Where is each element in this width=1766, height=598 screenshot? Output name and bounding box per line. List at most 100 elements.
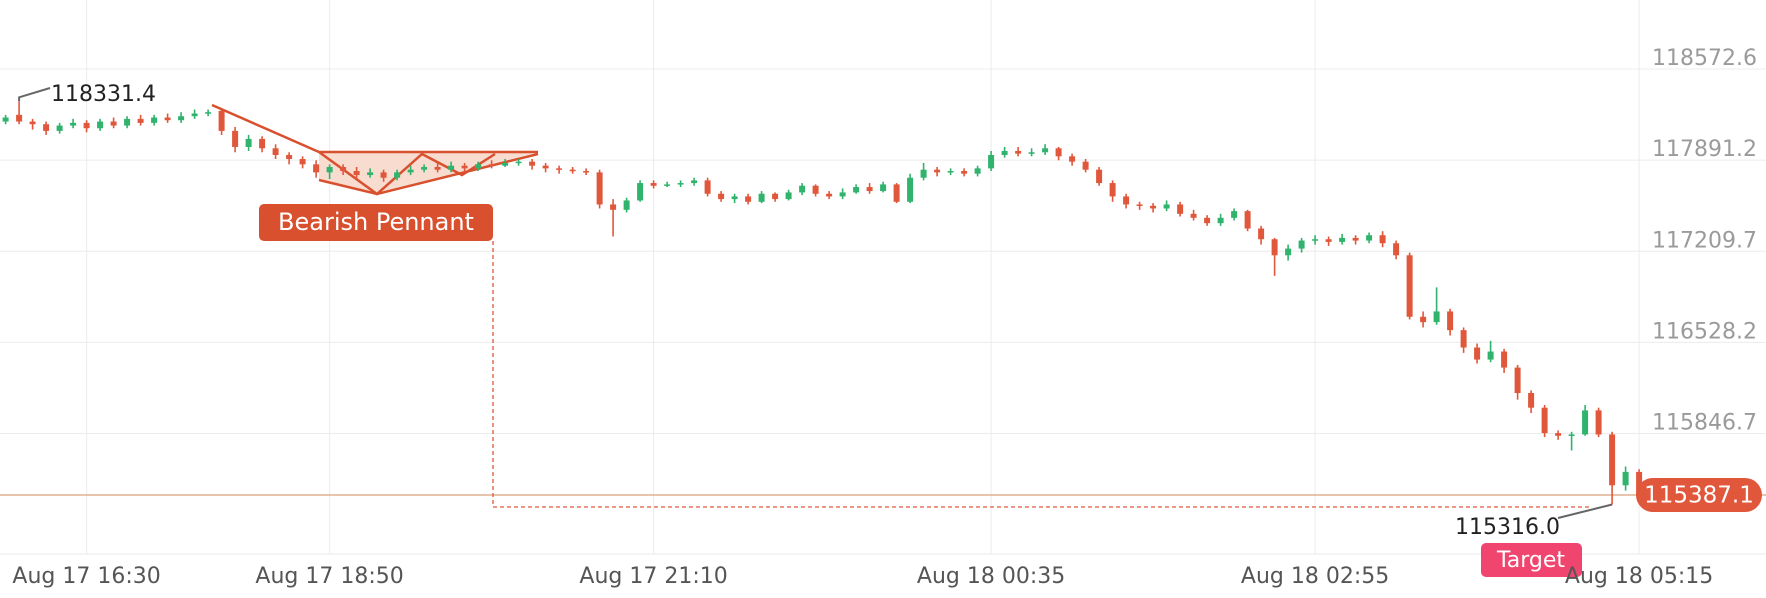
high-label: 118331.4	[51, 82, 156, 107]
overlay: 118572.6 117891.2 117209.7 116528.2 115846.7…	[12, 46, 1762, 589]
candle-body	[785, 192, 792, 200]
candle-body	[650, 183, 657, 186]
candle-body	[664, 184, 671, 186]
candle-body	[205, 112, 212, 114]
candle-body	[1055, 148, 1062, 157]
candle-body	[313, 164, 320, 173]
candle-body	[326, 167, 333, 173]
candle-body	[596, 172, 603, 205]
x-tick-label: Aug 17 21:10	[579, 564, 727, 589]
candle-body	[623, 200, 630, 210]
x-tick-label: Aug 18 00:35	[917, 564, 1065, 589]
price-tag-label: 115387.1	[1644, 483, 1754, 509]
candle-body	[1028, 152, 1035, 154]
candle-body	[1163, 204, 1170, 209]
candle-body	[1325, 239, 1332, 242]
candle-body	[1082, 161, 1089, 170]
candle-body	[542, 165, 549, 169]
candle-body	[340, 167, 347, 172]
candle-body	[29, 121, 36, 125]
candle-body	[1352, 237, 1359, 241]
candle-body	[556, 168, 563, 170]
candle-body	[178, 116, 185, 121]
candle-body	[1258, 228, 1265, 240]
target-label: Target	[1496, 548, 1565, 573]
candle-body	[83, 122, 90, 129]
candle-body	[529, 161, 536, 166]
candle-body	[1501, 351, 1508, 368]
candle-body	[961, 171, 968, 174]
candle-body	[1460, 330, 1467, 348]
candle-body	[259, 138, 266, 149]
candle-body	[1244, 211, 1251, 229]
candle-body	[1042, 148, 1049, 153]
candle-body	[1150, 205, 1157, 209]
candle-body	[1636, 471, 1643, 496]
candle-body	[367, 172, 374, 176]
candle-body	[16, 114, 23, 122]
target-box	[1481, 543, 1582, 577]
candle-body	[232, 130, 239, 147]
x-tick-label: Aug 17 16:30	[12, 564, 160, 589]
candle-body	[448, 165, 455, 170]
candle-body	[839, 192, 846, 197]
candle-body	[758, 193, 765, 202]
candle-body	[394, 172, 401, 178]
candle-body	[461, 165, 468, 169]
candle-body	[610, 204, 617, 210]
candle-body	[1312, 239, 1319, 241]
leader-line	[1557, 503, 1613, 519]
candle-body	[691, 180, 698, 184]
candle-body	[56, 125, 63, 131]
candle-body	[488, 164, 495, 166]
candle-body	[1609, 434, 1616, 486]
candle-body	[515, 161, 522, 164]
candle-body	[1555, 433, 1562, 436]
candle-body	[1177, 204, 1184, 214]
candle-body	[1123, 196, 1130, 205]
candle-body	[137, 118, 144, 123]
target-projection	[492, 241, 1590, 508]
candle-body	[124, 118, 131, 126]
candle-body	[1190, 213, 1197, 218]
candle-body	[421, 167, 428, 170]
candle-body	[745, 196, 752, 202]
candle-body	[934, 169, 941, 173]
candle-body	[407, 169, 414, 173]
y-tick-label: 118572.6	[1652, 46, 1757, 71]
candle-body	[1339, 237, 1346, 242]
candle-body	[1582, 410, 1589, 435]
x-tick-label: Aug 18 05:15	[1565, 564, 1713, 589]
candle-body	[502, 163, 509, 166]
candle-body	[353, 171, 360, 176]
candle-body	[299, 158, 306, 165]
candle-body	[1487, 351, 1494, 360]
candle-body	[151, 117, 158, 123]
candle-body	[772, 193, 779, 200]
candle-body	[191, 113, 198, 117]
candle-body	[1015, 150, 1022, 154]
y-tick-label: 117209.7	[1652, 228, 1757, 253]
candle-body	[988, 154, 995, 169]
low-label: 115316.0	[1455, 515, 1560, 540]
y-tick-label: 116528.2	[1652, 319, 1757, 344]
candle-body	[731, 196, 738, 200]
candle-body	[637, 183, 644, 201]
candle-body	[434, 167, 441, 170]
candle-body	[70, 122, 77, 126]
candle-body	[583, 171, 590, 173]
candle-body	[1420, 316, 1427, 323]
candle-body	[947, 171, 954, 173]
candle-body	[826, 193, 833, 197]
y-tick-label: 117891.2	[1652, 137, 1757, 162]
candle-body	[1204, 217, 1211, 224]
candle-body	[880, 184, 887, 192]
candle-body	[974, 168, 981, 174]
candle-body	[704, 180, 711, 194]
candle-body	[1433, 311, 1440, 323]
y-tick-label: 115846.7	[1652, 411, 1757, 436]
candle-body	[218, 110, 225, 131]
candle-body	[1069, 156, 1076, 162]
target-tag: Target	[1481, 543, 1582, 577]
